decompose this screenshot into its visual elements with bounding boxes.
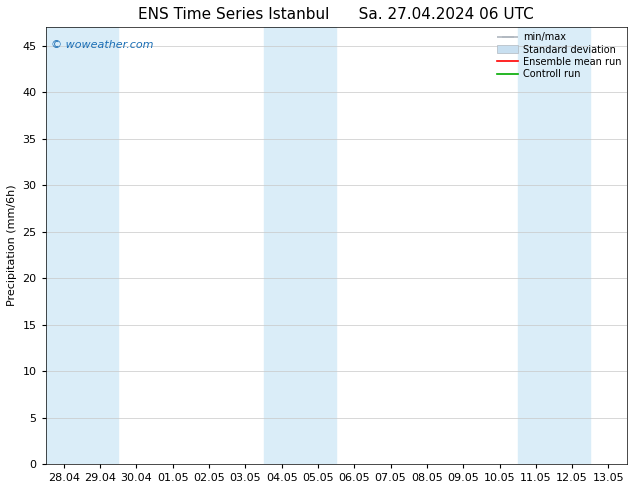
Bar bbox=[46, 27, 119, 464]
Title: ENS Time Series Istanbul      Sa. 27.04.2024 06 UTC: ENS Time Series Istanbul Sa. 27.04.2024 … bbox=[138, 7, 534, 22]
Legend: min/max, Standard deviation, Ensemble mean run, Controll run: min/max, Standard deviation, Ensemble me… bbox=[497, 32, 622, 79]
Y-axis label: Precipitation (mm/6h): Precipitation (mm/6h) bbox=[7, 185, 17, 306]
Bar bbox=[518, 27, 590, 464]
Bar bbox=[264, 27, 336, 464]
Text: © woweather.com: © woweather.com bbox=[51, 40, 154, 50]
